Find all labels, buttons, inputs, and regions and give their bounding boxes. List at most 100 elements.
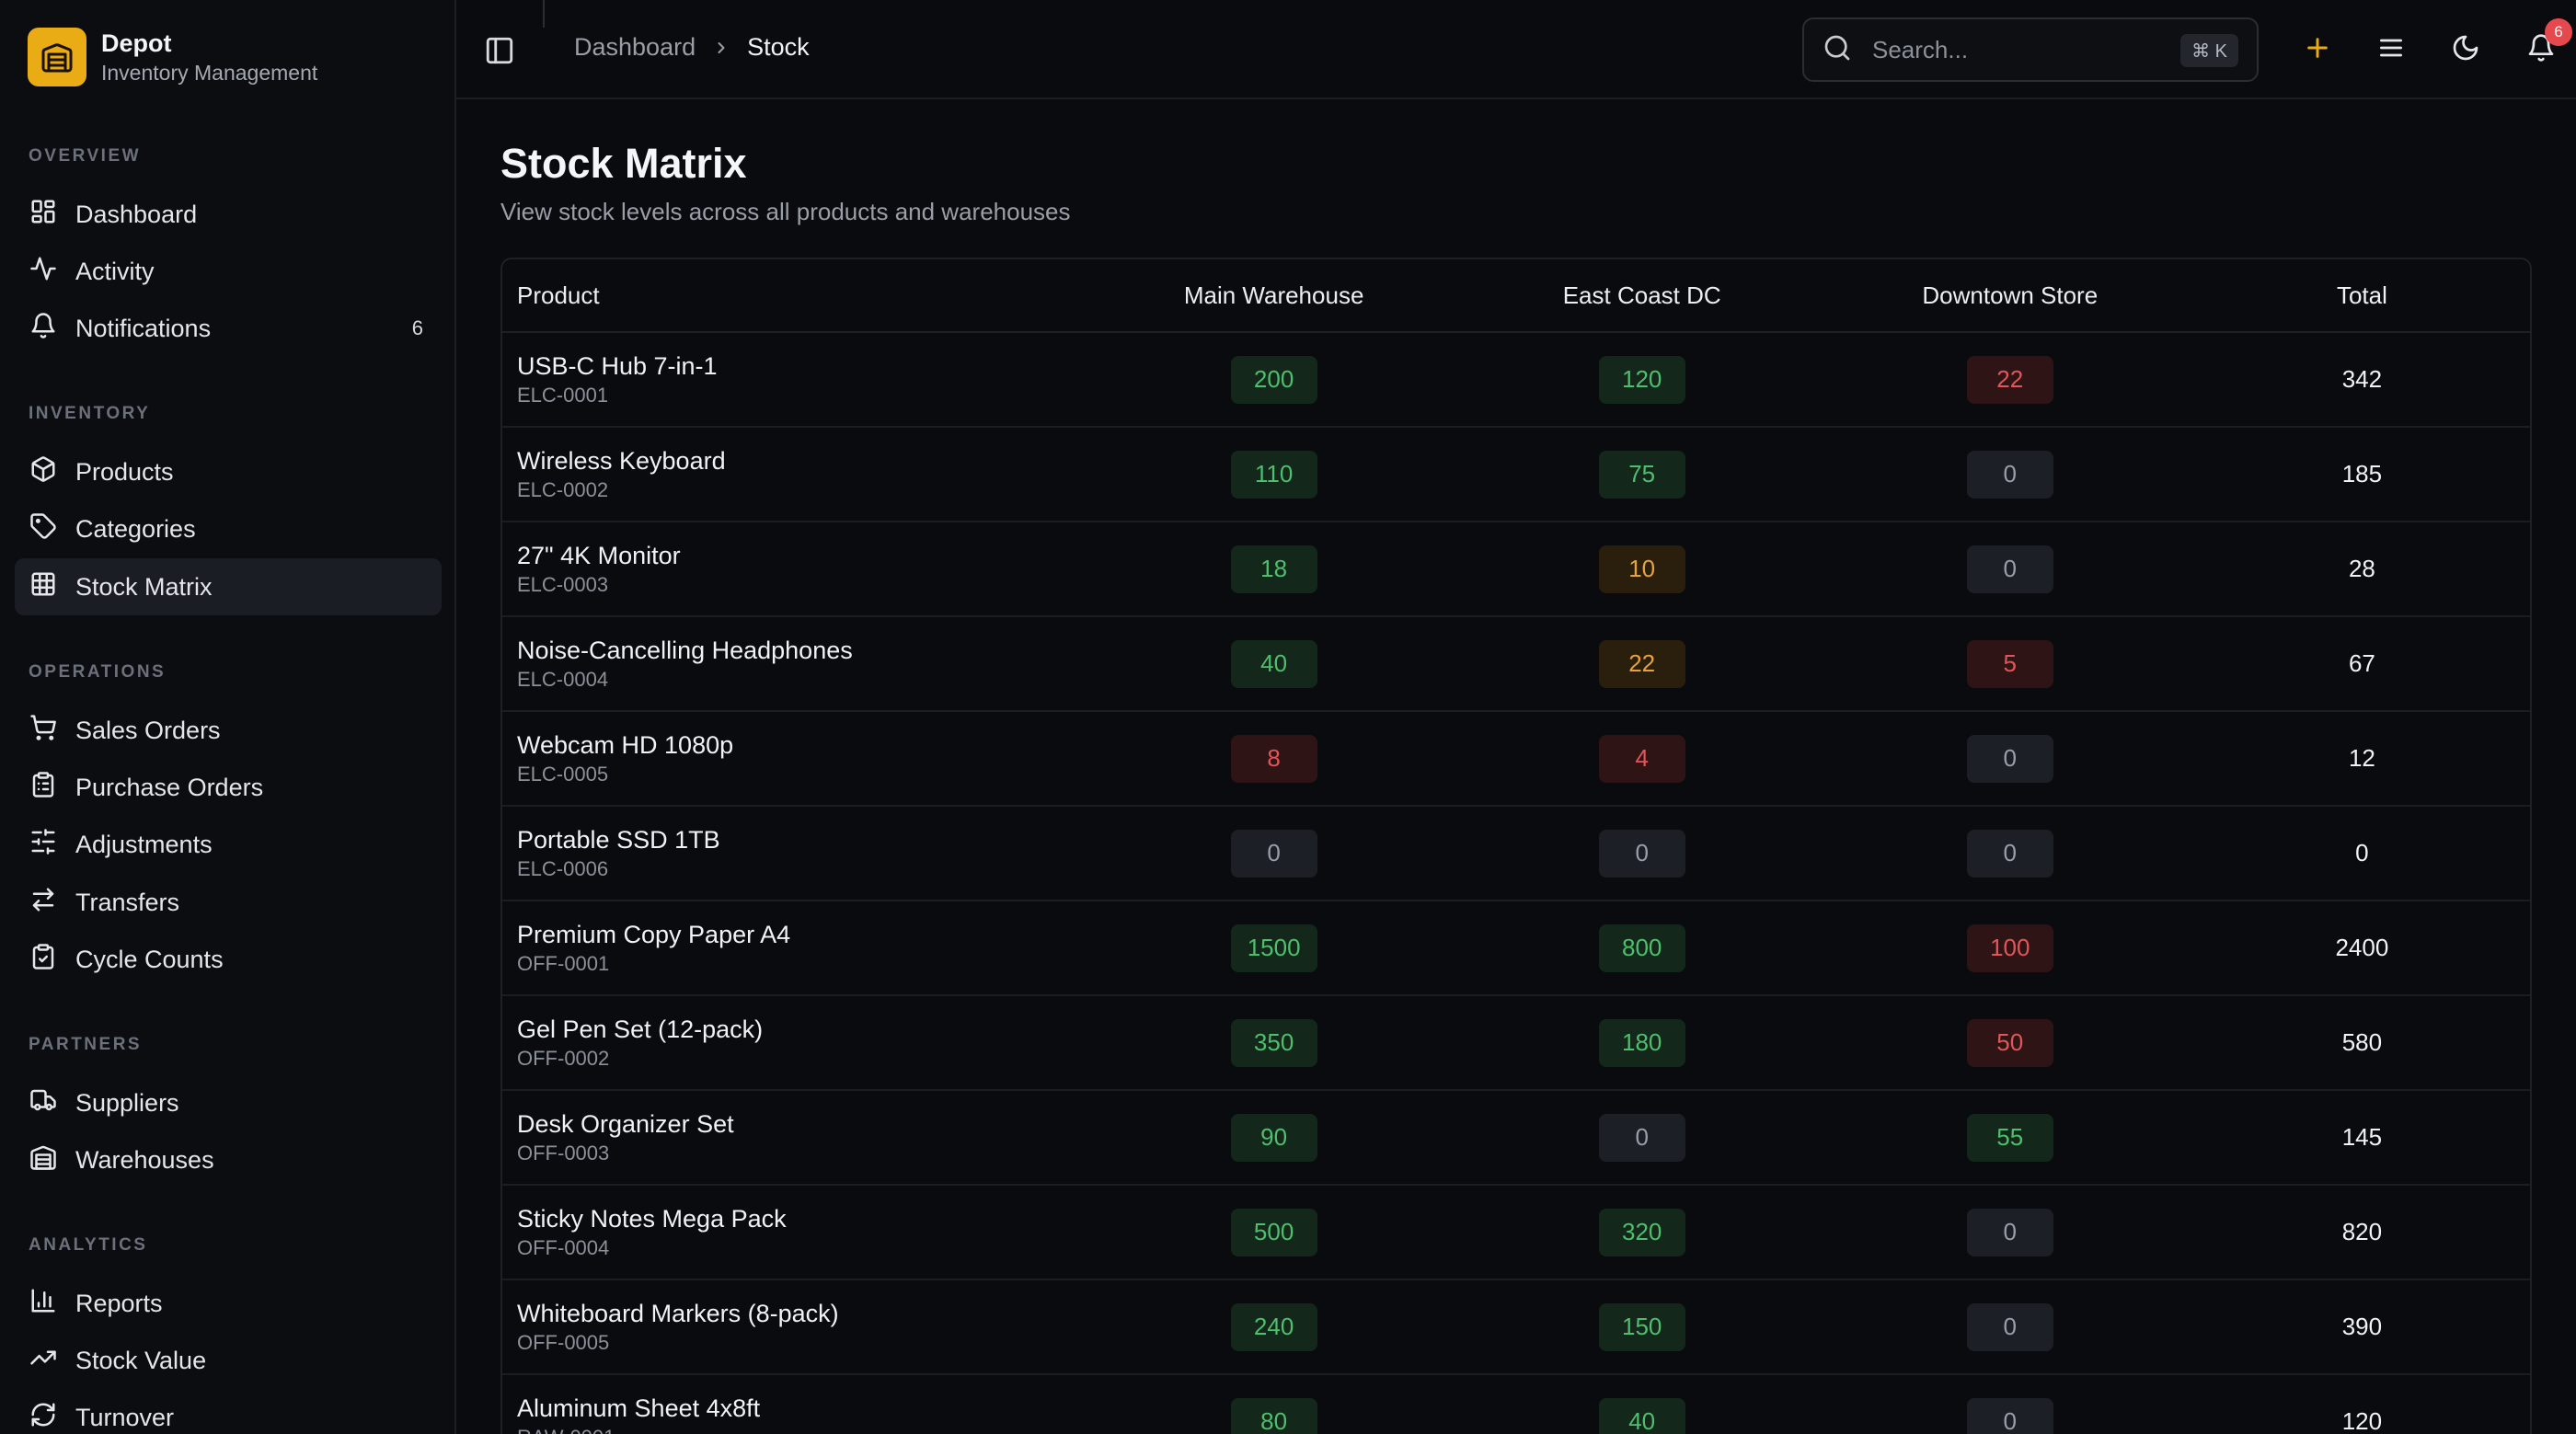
stock-level-badge[interactable]: 4: [1598, 734, 1685, 783]
total-cell: 580: [2341, 1028, 2383, 1056]
sidebar-item-dashboard[interactable]: Dashboard: [15, 186, 442, 243]
sidebar-item-notifications[interactable]: Notifications 6: [15, 300, 442, 357]
table-row[interactable]: Webcam HD 1080p ELC-0005 8 4 0 12: [502, 712, 2530, 807]
stock-level-badge[interactable]: 18: [1230, 545, 1317, 593]
table-row[interactable]: Desk Organizer Set OFF-0003 90 0 55 145: [502, 1091, 2530, 1186]
table-row[interactable]: USB-C Hub 7-in-1 ELC-0001 200 120 22 342: [502, 333, 2530, 428]
sidebar-item-transfers[interactable]: Transfers: [15, 874, 442, 931]
theme-toggle-button[interactable]: [2449, 33, 2482, 66]
stock-level-badge[interactable]: 800: [1598, 923, 1685, 972]
stock-level-badge[interactable]: 350: [1230, 1018, 1317, 1067]
add-button[interactable]: [2301, 33, 2334, 66]
stock-level-badge[interactable]: 50: [1966, 1018, 2053, 1067]
total-cell: 342: [2341, 365, 2383, 393]
menu-button[interactable]: [2375, 33, 2408, 66]
stock-cell: 0: [1826, 545, 2194, 593]
stock-level-badge[interactable]: 0: [1966, 1302, 2053, 1351]
stock-level-badge[interactable]: 22: [1598, 639, 1685, 688]
stock-level-badge[interactable]: 240: [1230, 1302, 1317, 1351]
stock-level-badge[interactable]: 10: [1598, 545, 1685, 593]
sidebar-item-activity[interactable]: Activity: [15, 243, 442, 300]
stock-level-badge[interactable]: 0: [1966, 1208, 2053, 1256]
stock-cell: 800: [1458, 923, 1826, 972]
total-cell: 390: [2341, 1313, 2383, 1340]
sidebar-item-stock-matrix[interactable]: Stock Matrix: [15, 558, 442, 615]
table-row[interactable]: Gel Pen Set (12-pack) OFF-0002 350 180 50 580: [502, 996, 2530, 1091]
column-header-main-warehouse: Main Warehouse: [1183, 281, 1364, 309]
table-row[interactable]: Noise-Cancelling Headphones ELC-0004 40 22 5…: [502, 617, 2530, 712]
stock-level-badge[interactable]: 320: [1598, 1208, 1685, 1256]
stock-level-badge[interactable]: 100: [1966, 923, 2053, 972]
stock-level-badge[interactable]: 5: [1966, 639, 2053, 688]
page-subtitle: View stock levels across all products an…: [500, 198, 1071, 225]
stock-level-badge[interactable]: 22: [1966, 355, 2053, 404]
sidebar-item-label: Dashboard: [75, 200, 198, 228]
sidebar-item-purchase-orders[interactable]: Purchase Orders: [15, 759, 442, 816]
stock-cell: 350: [1090, 1018, 1458, 1067]
stock-level-badge[interactable]: 40: [1230, 639, 1317, 688]
sidebar-item-stock-value[interactable]: Stock Value: [15, 1332, 442, 1389]
sidebar-item-label: Stock Matrix: [75, 572, 213, 601]
section-label-analytics: ANALYTICS: [29, 1235, 148, 1255]
product-cell: Portable SSD 1TB ELC-0006: [502, 824, 1090, 883]
chevron-right-icon: [712, 39, 730, 57]
stock-level-badge[interactable]: 500: [1230, 1208, 1317, 1256]
sidebar-item-products[interactable]: Products: [15, 443, 442, 500]
stock-level-badge[interactable]: 90: [1230, 1113, 1317, 1162]
stock-level-badge[interactable]: 0: [1966, 734, 2053, 783]
stock-level-badge[interactable]: 200: [1230, 355, 1317, 404]
stock-level-badge[interactable]: 55: [1966, 1113, 2053, 1162]
stock-level-badge[interactable]: 0: [1966, 829, 2053, 878]
main-content: Dashboard Stock Search... ⌘ K: [456, 0, 2576, 1434]
stock-level-badge[interactable]: 120: [1598, 355, 1685, 404]
sidebar-item-suppliers[interactable]: Suppliers: [15, 1074, 442, 1131]
stock-level-badge[interactable]: 0: [1966, 1397, 2053, 1434]
stock-cell: 0: [1826, 734, 2194, 783]
stock-level-badge[interactable]: 0: [1966, 545, 2053, 593]
product-cell: Whiteboard Markers (8-pack) OFF-0005: [502, 1298, 1090, 1357]
stock-cell: 0: [1826, 829, 2194, 878]
total-cell: 185: [2341, 460, 2383, 488]
table-row[interactable]: Wireless Keyboard ELC-0002 110 75 0 185: [502, 428, 2530, 522]
breadcrumb-dashboard[interactable]: Dashboard: [574, 33, 696, 61]
stock-level-badge[interactable]: 0: [1598, 1113, 1685, 1162]
sidebar-item-reports[interactable]: Reports: [15, 1275, 442, 1332]
sidebar-item-cycle-counts[interactable]: Cycle Counts: [15, 931, 442, 988]
notifications-button[interactable]: 6: [2524, 18, 2572, 66]
table-row[interactable]: Premium Copy Paper A4 OFF-0001 1500 800 100 2…: [502, 901, 2530, 996]
stock-level-badge[interactable]: 0: [1966, 450, 2053, 499]
stock-level-badge[interactable]: 0: [1230, 829, 1317, 878]
sidebar-item-categories[interactable]: Categories: [15, 500, 442, 557]
stock-level-badge[interactable]: 80: [1230, 1397, 1317, 1434]
table-row[interactable]: Whiteboard Markers (8-pack) OFF-0005 240 15…: [502, 1280, 2530, 1375]
sidebar-item-label: Purchase Orders: [75, 773, 264, 801]
stock-level-badge[interactable]: 110: [1230, 450, 1317, 499]
sidebar-toggle-button[interactable]: [484, 35, 515, 66]
stock-cell: 0: [1826, 1302, 2194, 1351]
brand[interactable]: Depot Inventory Management: [28, 28, 317, 86]
total-cell: 145: [2341, 1123, 2383, 1151]
product-name: Wireless Keyboard: [517, 446, 726, 475]
bar-chart-icon: [29, 1287, 57, 1321]
menu-icon: [2376, 33, 2406, 67]
product-name: Webcam HD 1080p: [517, 730, 734, 759]
sidebar-item-warehouses[interactable]: Warehouses: [15, 1131, 442, 1188]
sidebar-item-sales-orders[interactable]: Sales Orders: [15, 702, 442, 759]
stock-level-badge[interactable]: 1500: [1230, 923, 1317, 972]
stock-level-badge[interactable]: 150: [1598, 1302, 1685, 1351]
table-row[interactable]: Sticky Notes Mega Pack OFF-0004 500 320 0 820: [502, 1186, 2530, 1280]
stock-level-badge[interactable]: 40: [1598, 1397, 1685, 1434]
product-name: Sticky Notes Mega Pack: [517, 1204, 787, 1233]
keyboard-shortcut: ⌘ K: [2180, 34, 2238, 67]
table-row[interactable]: Portable SSD 1TB ELC-0006 0 0 0 0: [502, 807, 2530, 901]
table-row[interactable]: 27" 4K Monitor ELC-0003 18 10 0 28: [502, 522, 2530, 617]
stock-cell: 8: [1090, 734, 1458, 783]
stock-level-badge[interactable]: 180: [1598, 1018, 1685, 1067]
search-input[interactable]: Search... ⌘ K: [1802, 17, 2259, 82]
stock-level-badge[interactable]: 8: [1230, 734, 1317, 783]
stock-level-badge[interactable]: 0: [1598, 829, 1685, 878]
table-row[interactable]: Aluminum Sheet 4x8ft RAW-0001 80 40 0 120: [502, 1375, 2530, 1434]
sidebar-item-adjustments[interactable]: Adjustments: [15, 816, 442, 873]
sidebar-item-turnover[interactable]: Turnover: [15, 1389, 442, 1434]
stock-level-badge[interactable]: 75: [1598, 450, 1685, 499]
